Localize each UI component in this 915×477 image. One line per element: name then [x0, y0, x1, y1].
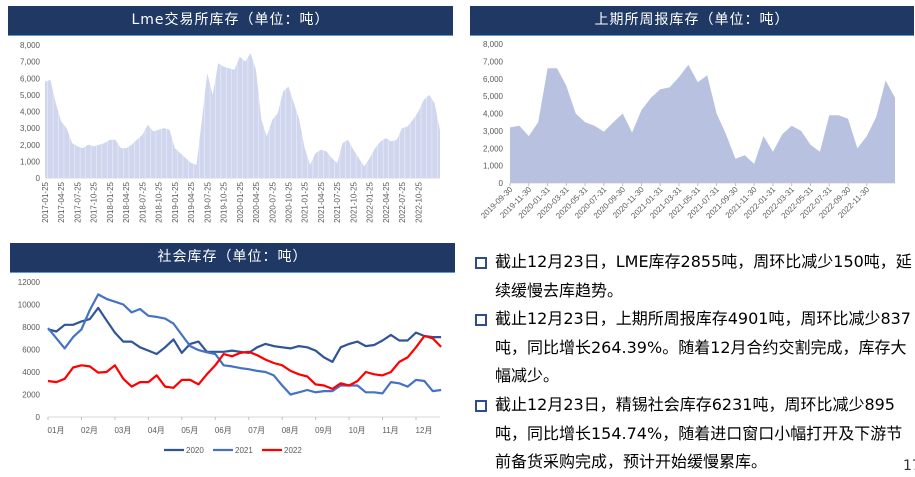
x-tick-label: 2017-04-25 — [57, 181, 66, 222]
x-tick-label: 10月 — [349, 426, 366, 435]
y-tick-label: 1,000 — [483, 162, 504, 171]
y-tick-label: 1,000 — [20, 157, 41, 166]
square-bullet-icon — [475, 257, 487, 269]
x-tick-label: 2019-01-25 — [171, 181, 180, 222]
x-tick-label: 2018-10-25 — [155, 181, 164, 222]
y-tick-label: 7,000 — [483, 57, 504, 66]
x-tick-label: 2021-10-25 — [349, 181, 358, 222]
y-tick-label: 0 — [36, 413, 41, 422]
x-tick-label: 09月 — [315, 426, 332, 435]
x-tick-label: 03月 — [114, 426, 131, 435]
bullet-text: 截止12月23日，精锡社会库存6231吨，周环比减少895吨，同比增长154.7… — [495, 394, 903, 472]
bullet-social: 截止12月23日，精锡社会库存6231吨，周环比减少895吨，同比增长154.7… — [473, 391, 913, 477]
x-tick-label: 2018-04-25 — [122, 181, 131, 222]
x-tick-label: 2021-07-25 — [333, 181, 342, 222]
y-tick-label: 4,000 — [20, 108, 41, 117]
y-tick-label: 6,000 — [20, 74, 41, 83]
x-tick-label: 01月 — [48, 426, 65, 435]
x-tick-label: 06月 — [215, 426, 232, 435]
legend-label: 2020 — [186, 446, 204, 455]
y-tick-label: 2000 — [22, 391, 40, 400]
x-tick-label: 2017-01-25 — [41, 181, 50, 222]
x-tick-label: 2022-07-25 — [398, 181, 407, 222]
y-tick-label: 10000 — [18, 301, 41, 310]
y-tick-label: 0 — [36, 174, 41, 183]
commentary: 截止12月23日，LME库存2855吨，周环比减少150吨，延续缓慢去库趋势。 … — [473, 248, 913, 477]
social-chart-title: 社会库存（单位：吨） — [10, 243, 455, 273]
series-line-2020 — [47, 306, 442, 363]
y-tick-label: 2,000 — [20, 141, 41, 150]
legend-label: 2022 — [284, 446, 302, 455]
x-tick-label: 2019-07-25 — [203, 181, 212, 222]
x-tick-label: 2020-04-25 — [252, 181, 261, 222]
y-tick-label: 4000 — [22, 368, 40, 377]
x-tick-label: 11月 — [382, 426, 398, 435]
y-tick-label: 6,000 — [483, 75, 504, 84]
x-tick-label: 2017-10-25 — [90, 181, 99, 222]
bullet-text: 截止12月23日，LME库存2855吨，周环比减少150吨，延续缓慢去库趋势。 — [495, 252, 912, 300]
y-tick-label: 0 — [499, 179, 504, 188]
square-bullet-icon — [475, 399, 487, 412]
x-tick-label: 07月 — [248, 426, 265, 435]
x-tick-label: 2017-07-25 — [73, 181, 82, 222]
lme-chart-title: Lme交易所库存（单位：吨） — [8, 6, 453, 36]
series-line-2022 — [47, 334, 442, 390]
y-tick-label: 4,000 — [483, 110, 504, 119]
x-tick-label: 02月 — [81, 426, 98, 435]
x-tick-label: 2022-10-25 — [414, 181, 423, 222]
y-tick-label: 7,000 — [20, 58, 41, 67]
x-tick-label: 04月 — [148, 426, 165, 435]
x-tick-label: 05月 — [181, 426, 198, 435]
y-tick-label: 5,000 — [20, 91, 41, 100]
shfe-inventory-area — [510, 64, 895, 183]
y-tick-label: 2,000 — [483, 144, 504, 153]
x-tick-label: 2020-10-25 — [284, 181, 293, 222]
y-tick-label: 3,000 — [483, 127, 504, 136]
y-tick-label: 12000 — [18, 278, 41, 287]
y-tick-label: 3,000 — [20, 124, 41, 133]
square-bullet-icon — [475, 314, 487, 327]
bullet-lme: 截止12月23日，LME库存2855吨，周环比减少150吨，延续缓慢去库趋势。 — [473, 248, 913, 305]
series-line-2021 — [47, 293, 442, 396]
x-tick-label: 2018-07-25 — [138, 181, 147, 222]
x-tick-label: 08月 — [282, 426, 299, 435]
x-tick-label: 2020-07-25 — [268, 181, 277, 222]
bullet-text: 截止12月23日，上期所周报库存4901吨，周环比减少837吨，同比增长264.… — [495, 309, 911, 386]
y-tick-label: 8,000 — [20, 41, 41, 50]
x-tick-label: 2019-10-25 — [220, 181, 229, 222]
x-tick-label: 2021-04-25 — [317, 181, 326, 222]
x-tick-label: 2022-04-25 — [382, 181, 391, 222]
page-number: 17 — [903, 458, 915, 474]
x-tick-label: 2018-01-25 — [106, 181, 115, 222]
y-tick-label: 5,000 — [483, 92, 504, 101]
x-tick-label: 12月 — [416, 426, 433, 435]
legend-label: 2021 — [235, 446, 253, 455]
y-tick-label: 8000 — [22, 323, 40, 332]
bullet-shfe: 截止12月23日，上期所周报库存4901吨，周环比减少837吨，同比增长264.… — [473, 305, 913, 391]
x-tick-label: 2022-01-25 — [366, 181, 375, 222]
x-tick-label: 2020-01-25 — [236, 181, 245, 222]
x-tick-label: 2019-04-25 — [187, 181, 196, 222]
y-tick-label: 6000 — [22, 346, 40, 355]
x-tick-label: 2021-01-25 — [301, 181, 310, 222]
y-tick-label: 8,000 — [483, 40, 504, 49]
shfe-chart-title: 上期所周报库存（单位：吨） — [470, 6, 914, 36]
